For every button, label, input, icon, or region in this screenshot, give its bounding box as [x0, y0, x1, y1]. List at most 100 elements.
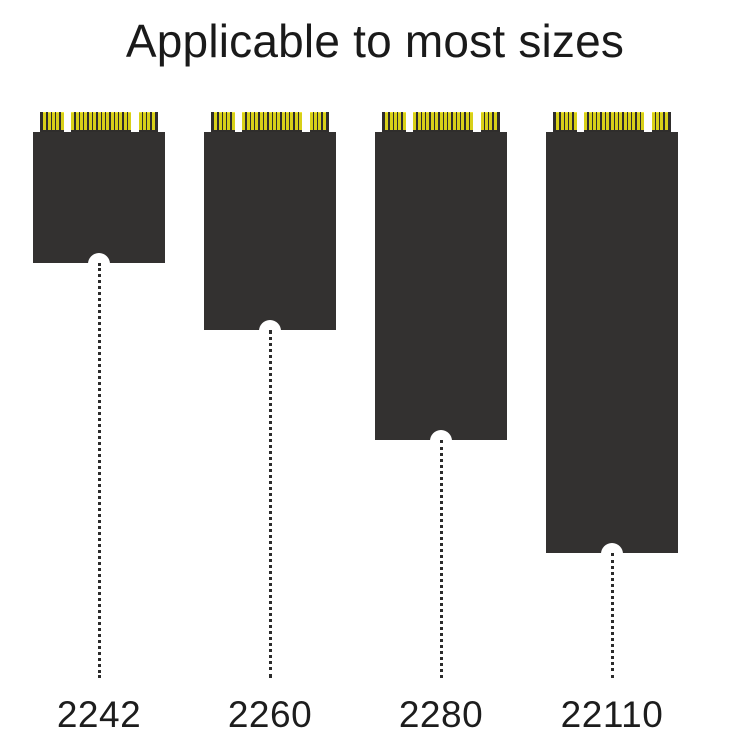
connector-pin — [588, 112, 592, 130]
connector-pins-icon — [211, 112, 329, 134]
connector-key-notch — [576, 112, 585, 134]
connector-pin — [623, 112, 627, 130]
connector-key-notch — [63, 112, 72, 134]
ssd-pcb-body — [375, 132, 507, 441]
connector-pin — [43, 112, 47, 130]
connector-pin — [119, 112, 123, 130]
connector-pin — [128, 112, 132, 130]
connector-pin — [385, 112, 389, 130]
connector-pin-group-center — [71, 112, 132, 130]
ssd-pcb-body — [33, 132, 165, 264]
connector-pin — [452, 112, 456, 130]
size-label: 2242 — [56, 694, 142, 735]
connector-pin — [489, 112, 493, 130]
connector-pin — [56, 112, 60, 130]
connector-pin — [138, 112, 142, 130]
connector-key-notch — [473, 112, 481, 134]
connector-pin — [142, 112, 146, 130]
connector-pin — [318, 112, 322, 130]
connector-edge-left — [40, 112, 44, 134]
connector-pin — [313, 112, 317, 130]
connector-pin — [268, 112, 272, 130]
connector-pin — [443, 112, 447, 130]
connector-pin-group-left — [214, 112, 235, 130]
connector-pin — [227, 112, 231, 130]
connector-pin — [651, 112, 655, 130]
connector-pin — [417, 112, 421, 130]
connector-pin — [439, 112, 443, 130]
connector-pin — [448, 112, 452, 130]
connector-edge-left — [553, 112, 557, 134]
connector-pin — [277, 112, 281, 130]
connector-pin — [309, 112, 313, 130]
mounting-notch — [259, 320, 281, 331]
connector-pin — [430, 112, 434, 130]
connector-key-notch — [405, 112, 414, 134]
connector-pin — [484, 112, 488, 130]
connector-pins-icon — [40, 112, 158, 134]
connector-pin — [636, 112, 640, 130]
connector-pin — [231, 112, 235, 130]
connector-pin — [147, 112, 151, 130]
connector-pin — [60, 112, 64, 130]
connector-pin — [223, 112, 227, 130]
connector-edge-right — [325, 112, 329, 134]
size-label: 2260 — [227, 694, 313, 735]
connector-pin — [389, 112, 393, 130]
connector-pin — [75, 112, 79, 130]
connector-pin — [290, 112, 294, 130]
connector-pin — [71, 112, 75, 130]
connector-pin — [465, 112, 469, 130]
connector-pin — [322, 112, 326, 130]
connector-pin — [272, 112, 276, 130]
connector-pin — [402, 112, 406, 130]
connector-pin — [457, 112, 461, 130]
connector-pin — [123, 112, 127, 130]
connector-pin — [632, 112, 636, 130]
connector-pin — [597, 112, 601, 130]
connector-edge-left — [211, 112, 215, 134]
connector-pin — [106, 112, 110, 130]
connector-pin — [214, 112, 218, 130]
connector-pin — [294, 112, 298, 130]
connector-pin — [264, 112, 268, 130]
connector-pin — [394, 112, 398, 130]
connector-pin — [584, 112, 588, 130]
connector-pin — [52, 112, 56, 130]
connector-pin — [601, 112, 605, 130]
connector-pin — [218, 112, 222, 130]
ssd-pcb-body — [204, 132, 336, 331]
connector-pin — [435, 112, 439, 130]
connector-pin — [47, 112, 51, 130]
connector-pin — [619, 112, 623, 130]
connector-pin — [592, 112, 596, 130]
connector-pin — [664, 112, 668, 130]
connector-pin-group-right — [651, 112, 668, 130]
connector-pins-icon — [553, 112, 671, 134]
connector-pin — [470, 112, 474, 130]
connector-pin — [250, 112, 254, 130]
connector-pins-icon — [382, 112, 500, 134]
connector-pin — [413, 112, 417, 130]
connector-pin — [84, 112, 88, 130]
leader-line — [611, 553, 614, 678]
connector-pin-group-right — [138, 112, 155, 130]
connector-pin-group-center — [242, 112, 303, 130]
connector-pin — [655, 112, 659, 130]
connector-pin — [421, 112, 425, 130]
connector-pin — [493, 112, 497, 130]
connector-pin — [606, 112, 610, 130]
connector-edge-right — [496, 112, 500, 134]
connector-pin-group-left — [43, 112, 64, 130]
leader-line — [269, 330, 272, 678]
mounting-notch — [601, 543, 623, 554]
connector-key-notch — [302, 112, 310, 134]
connector-pin — [242, 112, 246, 130]
connector-pin — [88, 112, 92, 130]
connector-pin — [101, 112, 105, 130]
connector-pin — [259, 112, 263, 130]
ssd-pcb-body — [546, 132, 678, 554]
connector-edge-left — [382, 112, 386, 134]
size-label: 2280 — [398, 694, 484, 735]
